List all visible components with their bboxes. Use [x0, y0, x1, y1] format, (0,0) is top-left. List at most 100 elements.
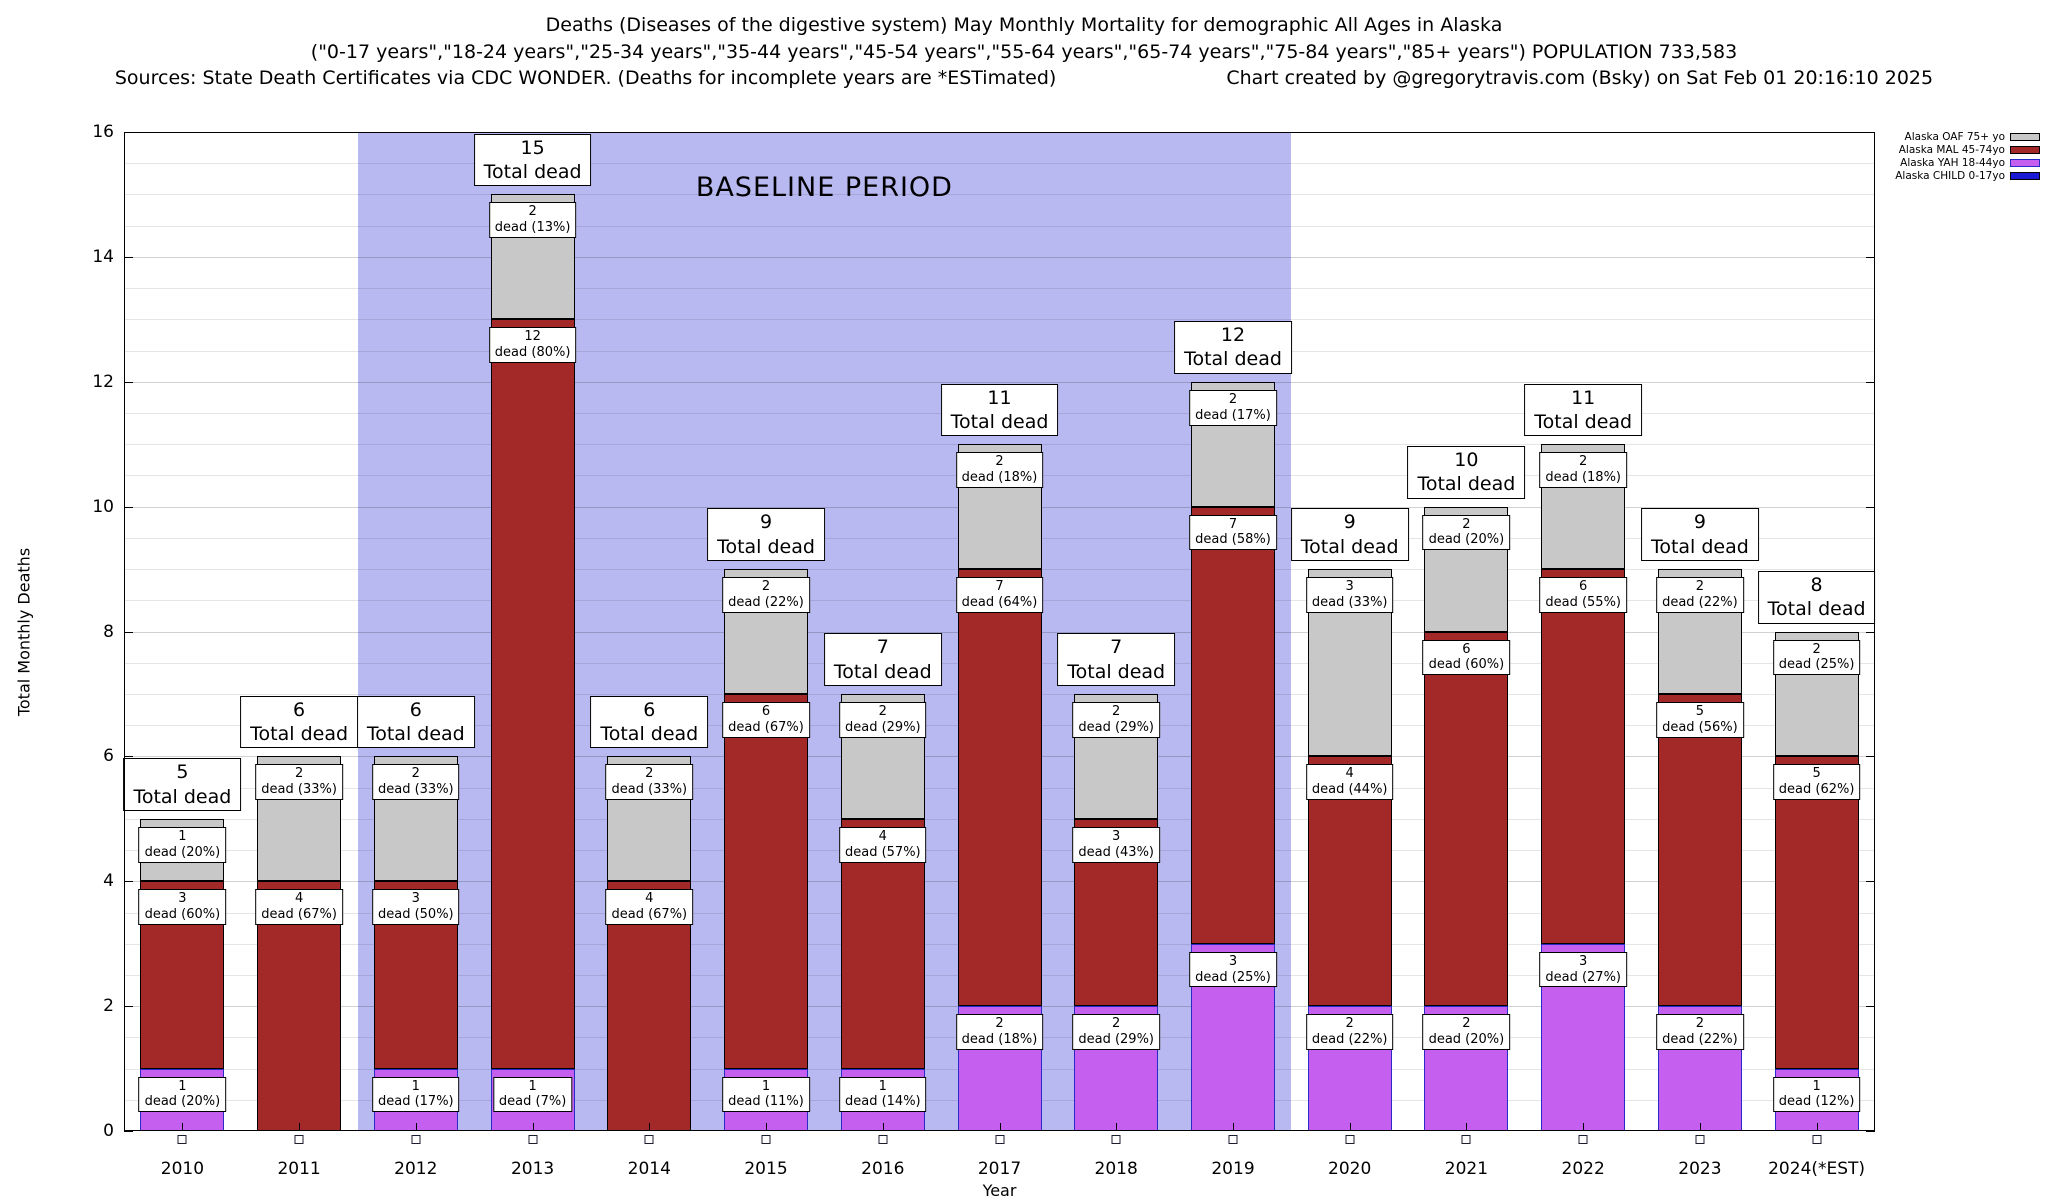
total-label-2021: 10 Total dead: [1407, 445, 1526, 499]
legend-label-mal: Alaska MAL 45-74yo: [1898, 143, 2005, 156]
x-tick-label-2015: 2015: [744, 1159, 788, 1179]
total-label-2012-value: 6: [409, 698, 422, 721]
x-tick-mark: [1466, 1123, 1468, 1131]
y-tick-mark: [1866, 881, 1875, 883]
x-tick-mark: [882, 1123, 884, 1131]
y-tick-mark: [1866, 256, 1875, 258]
legend: Alaska OAF 75+ yo Alaska MAL 45-74yo Alask…: [1840, 130, 2040, 182]
segment-label-oaf-2020-value: 3: [1345, 579, 1354, 595]
x-axis-title: Year: [982, 1181, 1017, 1200]
segment-label-yah-2020: 2 dead (22%): [1305, 1014, 1394, 1050]
segment-label-mal-2012-text: dead (50%): [377, 907, 454, 923]
segment-label-oaf-2017: 2 dead (18%): [955, 452, 1044, 488]
segment-label-yah-2015-text: dead (11%): [728, 1094, 804, 1110]
segment-label-mal-2016-text: dead (57%): [844, 844, 921, 860]
segment-label-mal-2010: 3 dead (60%): [138, 889, 227, 926]
segment-label-yah-2012-text: dead (17%): [377, 1094, 454, 1110]
segment-label-oaf-2015-value: 2: [761, 579, 771, 595]
x-tick-label-2011: 2011: [277, 1159, 321, 1179]
segment-label-mal-2013-value: 12: [524, 329, 541, 345]
x-tick-label-2023: 2023: [1678, 1159, 1722, 1179]
x-tick-mark: [1583, 1123, 1585, 1131]
x-tick-label-2022: 2022: [1561, 1159, 1605, 1179]
segment-label-mal-2018-value: 3: [1112, 828, 1121, 844]
credit-text: Chart created by @gregorytravis.com (Bsk…: [1226, 67, 1934, 90]
total-label-2018-value: 7: [1110, 636, 1123, 659]
segment-label-mal-2013-text: dead (80%): [494, 345, 571, 361]
total-label-2014-value: 6: [643, 698, 656, 721]
zero-marker-child-2017: [995, 1135, 1004, 1144]
segment-label-yah-2018-value: 2: [1112, 1016, 1121, 1032]
segment-label-mal-2021: 6 dead (60%): [1422, 639, 1511, 676]
segment-label-oaf-2022: 2 dead (18%): [1539, 452, 1628, 488]
zero-marker-child-2010: [177, 1135, 187, 1144]
legend-swatch-mal: [2010, 145, 2040, 154]
segment-label-oaf-2012-text: dead (33%): [377, 782, 454, 798]
total-label-2020: 9 Total dead: [1290, 508, 1409, 562]
segment-label-mal-2017: 7 dead (64%): [955, 577, 1044, 613]
x-tick-mark: [1816, 1123, 1818, 1131]
total-label-2023: 9 Total dead: [1640, 508, 1759, 562]
zero-marker-child-2020: [1345, 1135, 1355, 1144]
x-tick-label-2013: 2013: [510, 1159, 555, 1179]
x-tick-label-2019: 2019: [1211, 1159, 1255, 1179]
zero-marker-child-2014: [644, 1135, 654, 1144]
zero-marker-child-2015: [761, 1135, 771, 1144]
legend-swatch-child: [2010, 171, 2040, 180]
y-tick-label-2: 2: [103, 996, 114, 1017]
segment-label-mal-2022: 6 dead (55%): [1539, 577, 1628, 613]
segment-label-mal-2022-text: dead (55%): [1545, 594, 1622, 610]
segment-label-oaf-2014: 2 dead (33%): [605, 764, 694, 801]
segment-label-mal-2020-text: dead (44%): [1311, 782, 1388, 798]
legend-swatch-yah: [2010, 158, 2040, 167]
segment-label-yah-2016-value: 1: [878, 1078, 887, 1094]
gridline: [124, 381, 1875, 383]
total-label-2015: 9 Total dead: [707, 508, 825, 562]
legend-label-yah: Alaska YAH 18-44yo: [1900, 156, 2005, 169]
legend-item-oaf: Alaska OAF 75+ yo: [1840, 130, 2040, 143]
y-tick-mark: [124, 756, 133, 758]
zero-marker-child-2022: [1578, 1135, 1588, 1144]
y-tick-mark: [1866, 631, 1875, 633]
segment-label-yah-2013-value: 1: [528, 1078, 537, 1094]
segment-label-oaf-2020: 3 dead (33%): [1305, 577, 1394, 613]
segment-label-mal-2024(*EST)-text: dead (62%): [1778, 782, 1855, 798]
gridline: [124, 288, 1875, 290]
segment-label-yah-2016-text: dead (14%): [844, 1094, 921, 1110]
segment-label-yah-2016: 1 dead (14%): [838, 1076, 927, 1113]
legend-swatch-oaf: [2010, 132, 2040, 141]
segment-label-oaf-2023: 2 dead (22%): [1656, 577, 1744, 613]
segment-label-oaf-2024(*EST): 2 dead (25%): [1772, 639, 1861, 676]
segment-label-mal-2015-text: dead (67%): [728, 719, 804, 735]
segment-label-yah-2023-value: 2: [1695, 1016, 1705, 1032]
segment-label-yah-2023-text: dead (22%): [1662, 1031, 1738, 1047]
segment-label-yah-2022-text: dead (27%): [1545, 969, 1622, 985]
segment-label-yah-2010-text: dead (20%): [144, 1094, 221, 1110]
legend-label-child: Alaska CHILD 0-17yo: [1895, 169, 2005, 182]
segment-label-mal-2011-value: 4: [294, 891, 304, 907]
plot-area: BASELINE PERIOD 0 2 4 6 8 10 12 14 16 1 dead (20%) 3…: [92, 122, 1876, 1179]
x-tick-label-2014: 2014: [627, 1159, 671, 1179]
total-label-2013-value: 15: [520, 136, 545, 159]
x-tick-mark: [1116, 1123, 1118, 1131]
total-label-2022-text: Total dead: [1534, 410, 1633, 433]
x-tick-mark: [649, 1123, 651, 1131]
segment-label-oaf-2017-text: dead (18%): [961, 470, 1038, 486]
segment-label-oaf-2022-text: dead (18%): [1545, 470, 1622, 486]
segment-label-oaf-2011: 2 dead (33%): [255, 764, 343, 801]
total-label-2024(*EST)-value: 8: [1810, 573, 1823, 596]
total-label-2011: 6 Total dead: [240, 695, 359, 749]
total-label-2018-text: Total dead: [1067, 660, 1166, 683]
x-tick-mark: [532, 1123, 534, 1131]
y-tick-label-14: 14: [92, 246, 114, 267]
y-tick-label-16: 16: [92, 122, 114, 142]
x-tick-label-2021: 2021: [1444, 1159, 1489, 1179]
chart-source-line: Sources: State Death Certificates via CD…: [0, 65, 2048, 92]
y-tick-label-8: 8: [103, 621, 114, 642]
segment-label-mal-2015: 6 dead (67%): [722, 701, 810, 738]
segment-label-oaf-2010-value: 1: [178, 828, 187, 844]
y-tick-mark: [124, 881, 133, 883]
x-tick-label-2024(*EST): 2024(*EST): [1768, 1159, 1866, 1179]
gridline: [124, 256, 1875, 258]
total-label-2015-text: Total dead: [717, 535, 815, 558]
